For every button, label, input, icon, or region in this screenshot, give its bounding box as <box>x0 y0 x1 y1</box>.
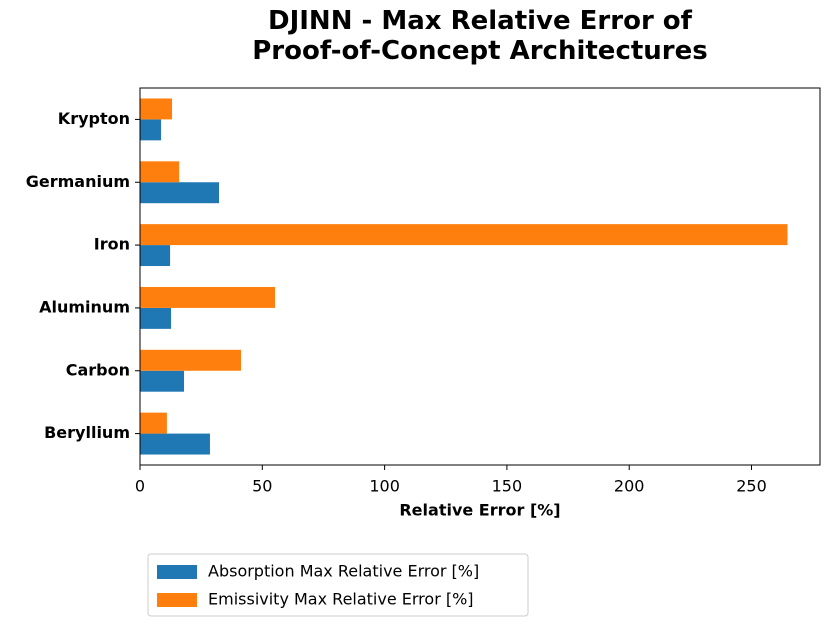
x-tick-label: 200 <box>614 477 645 496</box>
bar <box>140 412 167 434</box>
bar <box>140 161 180 183</box>
y-tick-label: Krypton <box>58 109 130 128</box>
x-axis-label: Relative Error [%] <box>399 501 560 520</box>
legend-box <box>147 553 529 617</box>
x-tick-label: 100 <box>369 477 400 496</box>
legend-label: Emissivity Max Relative Error [%] <box>208 590 474 609</box>
bar <box>140 182 220 204</box>
y-tick-label: Aluminum <box>39 297 130 316</box>
bar <box>140 119 162 141</box>
plot-frame <box>139 87 821 466</box>
bar <box>140 224 788 246</box>
legend-swatch <box>157 593 197 607</box>
bar <box>140 286 276 308</box>
legend-swatch <box>157 565 197 579</box>
y-tick-label: Carbon <box>66 360 130 379</box>
bar <box>140 245 171 267</box>
y-tick-label: Germanium <box>26 172 130 191</box>
x-tick-label: 50 <box>252 477 272 496</box>
x-tick-label: 250 <box>736 477 767 496</box>
y-tick-label: Beryllium <box>44 423 130 442</box>
chart-title: DJINN - Max Relative Error of Proof-of-C… <box>252 6 708 66</box>
bar <box>140 433 210 455</box>
legend-label: Absorption Max Relative Error [%] <box>208 562 479 581</box>
x-tick-label: 150 <box>492 477 523 496</box>
bar <box>140 307 172 329</box>
bar <box>140 98 173 120</box>
x-tick-label: 0 <box>135 477 145 496</box>
y-tick-label: Iron <box>94 235 130 254</box>
bar <box>140 370 185 392</box>
bar <box>140 349 242 371</box>
